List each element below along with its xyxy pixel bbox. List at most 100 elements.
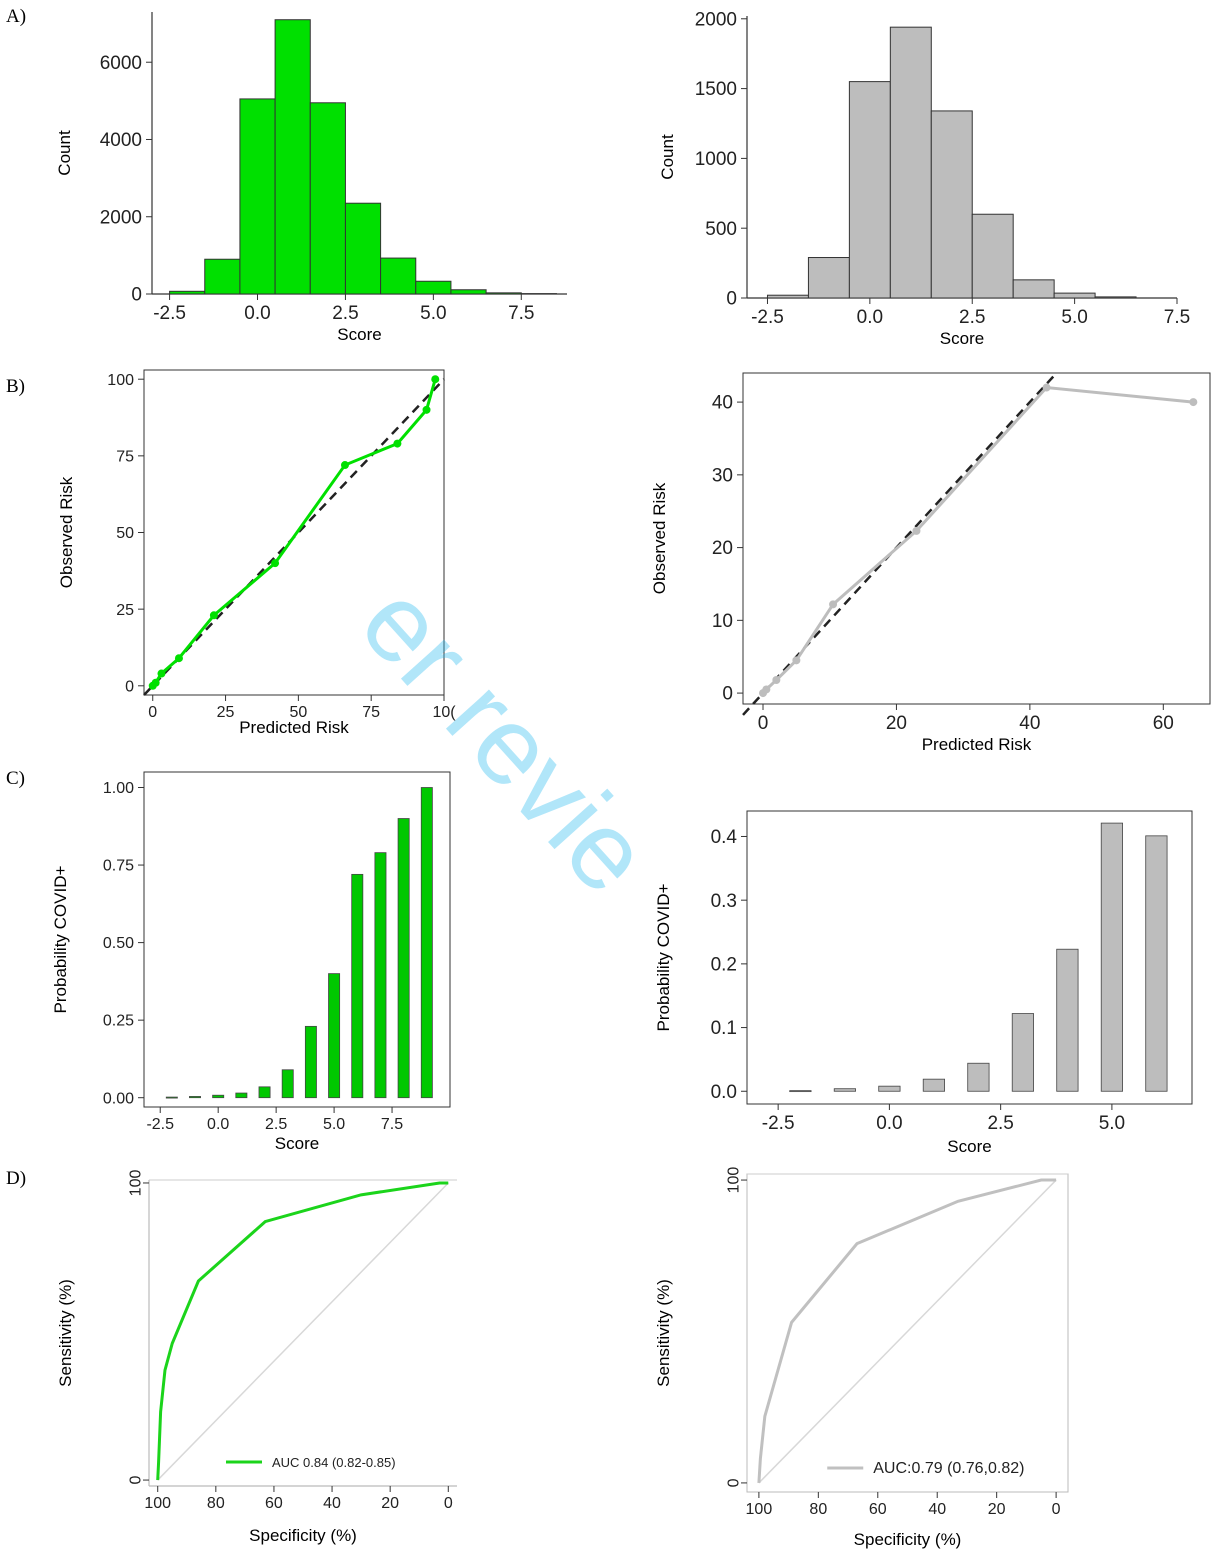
y-tick-label: 0 — [726, 289, 737, 310]
calibration-line — [761, 385, 1194, 695]
x-tick-label: 80 — [809, 1501, 827, 1518]
histogram-bar — [450, 289, 487, 295]
probability-bar — [1145, 835, 1168, 1092]
chart-histogram-right: -2.5 0.0 2.5 5.0 7.5 0 500 1000 1500 2000 Score Cou… — [658, 9, 1190, 348]
x-tick-label: 20 — [988, 1501, 1006, 1518]
x-tick-label: 20 — [886, 713, 907, 734]
x-tick-label: 40 — [323, 1495, 341, 1512]
histogram-bar — [930, 110, 973, 299]
probability-bar — [789, 1090, 812, 1093]
probability-bar — [922, 1078, 945, 1092]
calibration-point — [772, 675, 781, 684]
x-tick-label: -2.5 — [153, 303, 186, 324]
plot-frame — [742, 372, 1211, 705]
chart-roc-left: 100 80 60 40 20 0 0 100 Specificity (%) Sensitivi… — [56, 1170, 457, 1545]
x-tick-label: 0.0 — [207, 1116, 229, 1133]
plot-frame — [746, 810, 1193, 1105]
x-tick-label: 10( — [432, 704, 456, 721]
calibration-point — [340, 461, 349, 470]
y-tick-label: 0 — [125, 678, 134, 695]
x-axis-label: Specificity (%) — [249, 1526, 357, 1545]
histogram-bar — [344, 202, 382, 295]
row-label-d: D) — [6, 1168, 27, 1189]
x-tick-label: 75 — [362, 704, 380, 721]
y-axis-label: Observed Risk — [57, 476, 76, 588]
x-tick-label: 0 — [148, 704, 157, 721]
histogram-bar — [169, 290, 206, 295]
histogram-bar — [889, 26, 932, 299]
y-axis-label: Count — [658, 134, 677, 180]
y-tick-label: 1.00 — [103, 780, 134, 797]
y-axis-label: Probability COVID+ — [52, 866, 70, 1014]
y-tick-label: 0.0 — [711, 1082, 737, 1103]
probability-bar — [397, 818, 410, 1099]
y-tick-label: 0.75 — [103, 858, 134, 875]
x-tick-label: 60 — [1153, 713, 1174, 734]
probability-bar — [1056, 948, 1079, 1092]
calibration-point — [422, 405, 431, 414]
calibration-point — [829, 600, 838, 609]
y-tick-label: 75 — [116, 448, 134, 465]
calibration-point — [762, 685, 771, 694]
x-tick-label: 2.5 — [959, 307, 985, 328]
probability-bar — [374, 852, 387, 1099]
y-tick-label: 0 — [722, 684, 733, 705]
calibration-point — [393, 439, 402, 448]
y-tick-label: 0.3 — [711, 891, 737, 912]
histogram-bar — [309, 102, 346, 295]
y-tick-label: 100 — [128, 1170, 145, 1197]
x-tick-label: 100 — [144, 1495, 171, 1512]
y-tick-label: 25 — [116, 602, 134, 619]
histogram-bar — [1012, 279, 1055, 299]
histogram-bar — [204, 258, 241, 295]
roc-curve — [156, 1181, 449, 1481]
calibration-point — [431, 375, 440, 384]
y-axis-label: Probability COVID+ — [654, 884, 673, 1032]
probability-bar — [967, 1062, 990, 1092]
chart-histogram-left: -2.5 0.0 2.5 5.0 7.5 0 2000 4000 6000 Score Count — [55, 12, 567, 344]
probability-bar — [235, 1092, 248, 1099]
x-tick-label: 2.5 — [987, 1113, 1013, 1134]
histogram-bar — [971, 213, 1014, 299]
row-label-b: B) — [6, 376, 25, 397]
histogram-bar — [485, 292, 522, 295]
x-tick-label: 60 — [265, 1495, 283, 1512]
calibration-point — [1189, 398, 1198, 407]
chart-probability-right: -2.5 0.0 2.5 5.0 0.0 0.1 0.2 0.3 0.4 Score Probabi… — [654, 810, 1193, 1156]
x-tick-label: 5.0 — [1061, 307, 1087, 328]
probability-bar — [165, 1096, 178, 1099]
probability-bar — [258, 1086, 271, 1099]
probability-bar — [420, 787, 433, 1099]
y-tick-label: 0.50 — [103, 935, 134, 952]
roc-curve — [757, 1178, 1057, 1484]
x-tick-label: 2.5 — [332, 303, 358, 324]
y-tick-label: 10 — [712, 611, 733, 632]
probability-bar — [328, 973, 341, 1099]
probability-bar — [1011, 1013, 1034, 1092]
x-axis-label: Score — [275, 1134, 319, 1153]
chart-roc-right: 100 80 60 40 20 0 0 100 Specificity (%) Sensitivi… — [654, 1167, 1069, 1549]
x-tick-label: 2.5 — [265, 1116, 287, 1133]
y-tick-label: 20 — [712, 538, 733, 559]
x-tick-label: 0 — [758, 713, 769, 734]
histogram-bar — [274, 19, 311, 295]
x-tick-label: 0.0 — [876, 1113, 902, 1134]
y-axis-label: Count — [55, 130, 74, 176]
calibration-point — [1042, 383, 1051, 392]
x-tick-label: 60 — [869, 1501, 887, 1518]
y-tick-label: 2000 — [695, 9, 737, 30]
probability-bar — [189, 1096, 201, 1099]
x-axis-label: Specificity (%) — [854, 1530, 962, 1549]
histogram-bar — [1094, 296, 1137, 299]
probability-bar — [1100, 822, 1123, 1092]
probability-bar — [212, 1094, 225, 1099]
y-tick-label: 0 — [128, 1476, 145, 1485]
x-axis-label: Predicted Risk — [239, 718, 349, 737]
y-tick-label: 100 — [107, 372, 134, 389]
calibration-point — [151, 678, 160, 687]
histogram-bar — [239, 98, 276, 295]
probability-bar — [281, 1069, 294, 1099]
y-tick-label: 0.4 — [711, 827, 738, 848]
y-tick-label: 30 — [712, 465, 733, 486]
